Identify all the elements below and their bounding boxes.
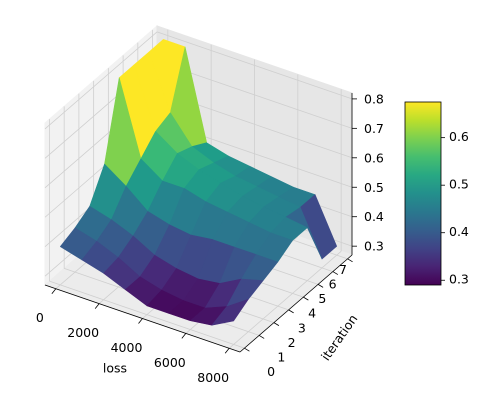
colorbar-tick-label: 0.3: [449, 272, 469, 287]
surface: [59, 39, 338, 326]
tick-mark: [303, 296, 309, 301]
y-tick-label: 3: [298, 320, 306, 335]
tick-mark: [94, 303, 100, 309]
z-tick-label: 0.7: [364, 121, 384, 136]
x-tick-label: 4000: [111, 340, 143, 355]
grid-line: [49, 280, 245, 349]
x-tick-label: 2000: [67, 325, 99, 340]
y-axis-label: iteration: [318, 311, 361, 363]
y-tick-label: 1: [277, 350, 285, 365]
colorbar: [404, 101, 442, 286]
surface-patch: [211, 298, 249, 326]
y-tick-label: 6: [329, 276, 337, 291]
tick-mark: [244, 347, 250, 352]
x-axis-label: loss: [103, 361, 127, 376]
tick-mark: [51, 288, 57, 294]
z-tick-label: 0.5: [364, 180, 384, 195]
tick-mark: [332, 271, 339, 275]
y-tick-label: 0: [267, 364, 275, 379]
tick-mark: [317, 284, 324, 288]
x-tick-label: 6000: [154, 355, 186, 370]
y-tick-label: 5: [318, 291, 326, 306]
x-tick-label: 8000: [197, 370, 229, 385]
colorbar-tick-label: 0.4: [449, 224, 469, 239]
tick-mark: [224, 348, 230, 354]
grid-line: [228, 250, 342, 349]
grid-line: [44, 31, 158, 130]
z-tick-label: 0.4: [364, 209, 384, 224]
tick-mark: [288, 309, 294, 314]
colorbar-tick-label: 0.6: [449, 129, 469, 144]
grid-line: [156, 31, 353, 100]
tick-mark: [258, 335, 265, 339]
y-tick-label: 2: [288, 335, 296, 350]
colorbar-tick-label: 0.5: [449, 177, 469, 192]
y-tick-label: 7: [339, 262, 347, 277]
tick-mark: [347, 258, 353, 263]
z-tick-label: 0.8: [364, 91, 384, 106]
y-axis-line: [239, 254, 353, 353]
tick-mark: [138, 318, 143, 324]
tick-mark: [181, 333, 187, 339]
z-tick-label: 0.3: [364, 239, 384, 254]
x-tick-label: 0: [36, 310, 44, 325]
tick-mark: [273, 322, 280, 326]
y-tick-label: 4: [308, 306, 316, 321]
z-tick-label: 0.6: [364, 150, 384, 165]
